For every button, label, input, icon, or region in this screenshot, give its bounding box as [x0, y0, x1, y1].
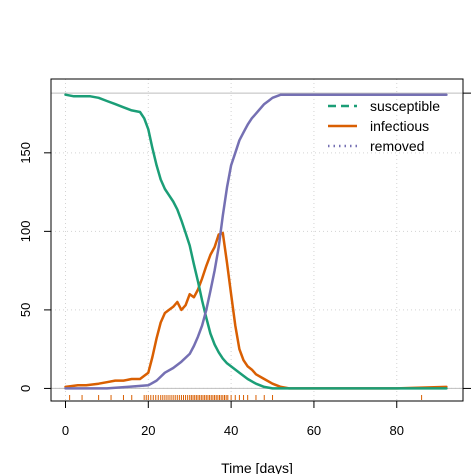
- x-tick-label: 20: [141, 423, 155, 438]
- x-tick-label: 40: [224, 423, 238, 438]
- y-tick-label: 100: [18, 221, 33, 243]
- x-axis-title: Time [days]: [221, 460, 293, 474]
- x-tick-label: 0: [62, 423, 69, 438]
- y-axis: 0 50 100 150: [18, 142, 52, 392]
- rug-marks: [69, 395, 423, 400]
- series-lines: [64, 93, 448, 390]
- series-line-infectious: [64, 231, 448, 390]
- x-tick-label: 60: [307, 423, 321, 438]
- series-line-removed: [64, 93, 448, 390]
- x-tick-label: 80: [390, 423, 404, 438]
- legend-label-infectious: infectious: [370, 118, 429, 134]
- series-line-susceptible: [64, 93, 448, 390]
- y-tick-label: 0: [18, 385, 33, 392]
- y-tick-label: 150: [18, 142, 33, 164]
- legend-label-susceptible: susceptible: [370, 98, 440, 114]
- x-axis: 0 20 40 60 80: [62, 400, 404, 438]
- legend-label-removed: removed: [370, 138, 424, 154]
- legend: susceptible infectious removed: [328, 98, 440, 154]
- y-tick-label: 50: [18, 303, 33, 317]
